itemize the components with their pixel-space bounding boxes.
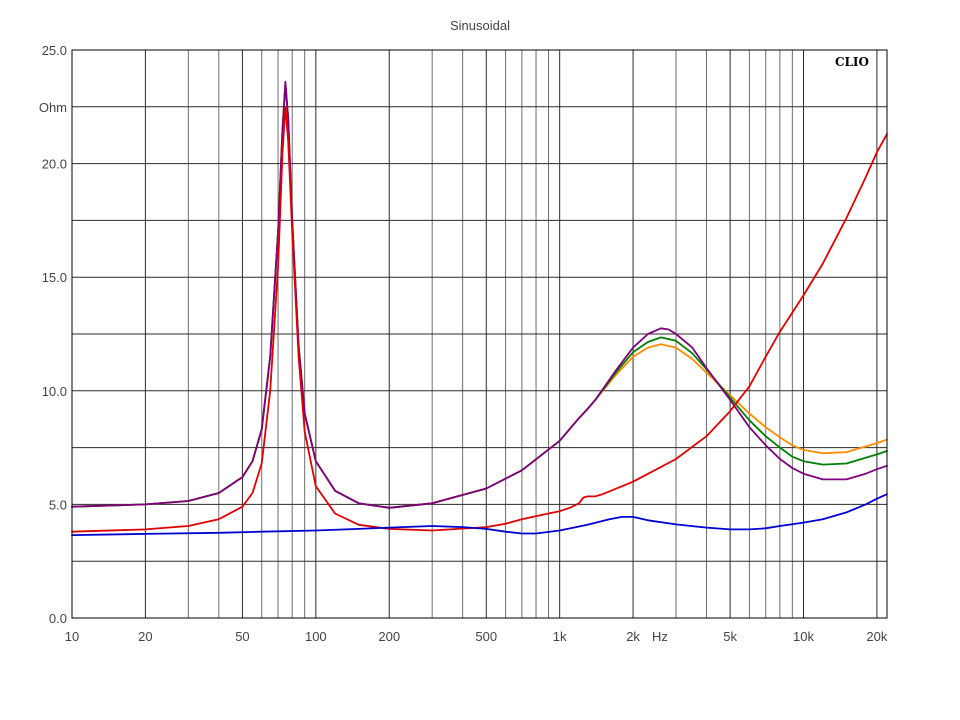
series-group — [71, 80, 888, 536]
chart-title: Sinusoidal — [450, 18, 510, 33]
x-tick-label: 10 — [65, 629, 79, 644]
grid — [71, 49, 887, 619]
x-tick-label: 200 — [378, 629, 400, 644]
x-tick-label: 100 — [305, 629, 327, 644]
y-axis-label: Ohm — [39, 100, 67, 115]
y-tick-label: 25.0 — [42, 43, 67, 58]
x-axis-ticks: 10 20 50 100 200 500 1k 2k 5k 10k 20k — [65, 629, 888, 644]
x-tick-label: 2k — [626, 629, 640, 644]
series-line-4 — [71, 105, 888, 533]
plot-frame — [71, 49, 888, 619]
y-tick-label: 5.0 — [49, 497, 67, 512]
y-axis-ticks: 0.0 5.0 10.0 15.0 20.0 25.0 — [42, 43, 67, 626]
x-tick-label: 20k — [866, 629, 887, 644]
x-tick-label: 5k — [723, 629, 737, 644]
y-tick-label: 0.0 — [49, 611, 67, 626]
y-tick-label: 20.0 — [42, 157, 67, 172]
x-axis-label: Hz — [652, 629, 668, 644]
x-tick-label: 20 — [138, 629, 152, 644]
brand-label: CLIO — [835, 55, 869, 69]
x-tick-label: 500 — [475, 629, 497, 644]
x-tick-label: 10k — [793, 629, 814, 644]
y-tick-label: 10.0 — [42, 384, 67, 399]
x-tick-label: 1k — [553, 629, 567, 644]
series-line-3 — [71, 80, 888, 509]
x-tick-label: 50 — [235, 629, 249, 644]
series-line-5 — [71, 493, 888, 536]
y-tick-label: 15.0 — [42, 270, 67, 285]
